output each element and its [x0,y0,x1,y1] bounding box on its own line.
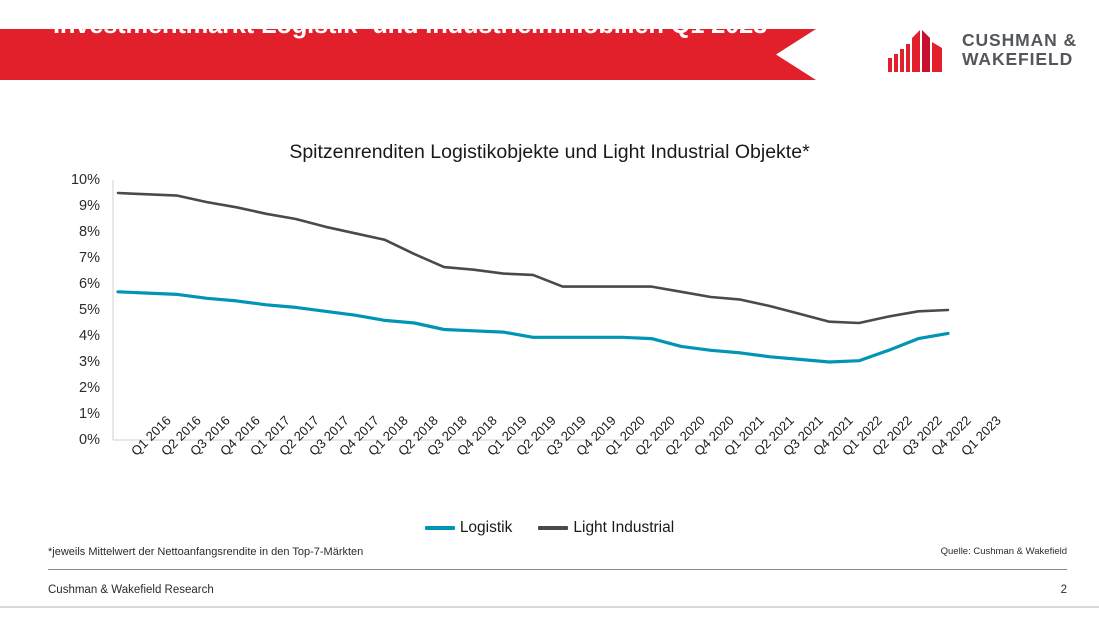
y-tick-label: 7% [79,250,100,266]
series-line-logistik [116,290,950,364]
y-tick-label: 6% [79,276,100,292]
legend-entry[interactable]: Logistik [424,519,513,537]
brand-wordmark-line1: CUSHMAN & [961,30,1077,51]
y-tick-label: 9% [79,198,100,214]
legend-swatch [538,526,569,530]
brand-logo: CUSHMAN & WAKEFIELD [886,28,1077,72]
y-tick-label: 10% [70,172,100,188]
chart-title: Spitzenrenditen Logistikobjekte und Ligh… [289,141,810,163]
cushman-wakefield-building-icon [887,30,942,72]
legend-swatch [424,526,455,530]
y-tick-label: 5% [79,302,100,318]
y-tick-label: 4% [79,328,100,344]
chart-legend: Logistik Light Industrial [0,519,1099,537]
footer-page-number: 2 [1060,584,1067,596]
bottom-rule [0,606,1099,608]
y-tick-label: 3% [79,354,100,370]
source-text: Quelle: Cushman & Wakefield [940,546,1067,557]
brand-wordmark-line2: WAKEFIELD [961,49,1074,69]
legend-entry[interactable]: Light Industrial [538,519,674,537]
y-tick-label: 1% [79,406,100,422]
y-tick-label: 0% [79,432,100,448]
brand-wordmark: CUSHMAN & WAKEFIELD [962,31,1077,69]
footnote-row: *jeweils Mittelwert der Nettoanfangsrend… [48,546,1067,568]
legend-label: Logistik [459,519,513,536]
page-title: Investmentmarkt Logistik- und Industriei… [53,11,768,39]
y-tick-label: 2% [79,380,100,396]
header-banner [0,29,816,80]
legend-label: Light Industrial [573,519,675,536]
y-tick-label: 8% [79,224,100,240]
footer-row: Cushman & Wakefield Research 2 [48,581,1067,599]
footnote-text: *jeweils Mittelwert der Nettoanfangsrend… [48,546,364,558]
series-line-light-industrial [116,191,950,325]
footnote-divider [48,569,1067,570]
footer-label: Cushman & Wakefield Research [48,584,214,596]
header-banner-shape [0,29,816,80]
